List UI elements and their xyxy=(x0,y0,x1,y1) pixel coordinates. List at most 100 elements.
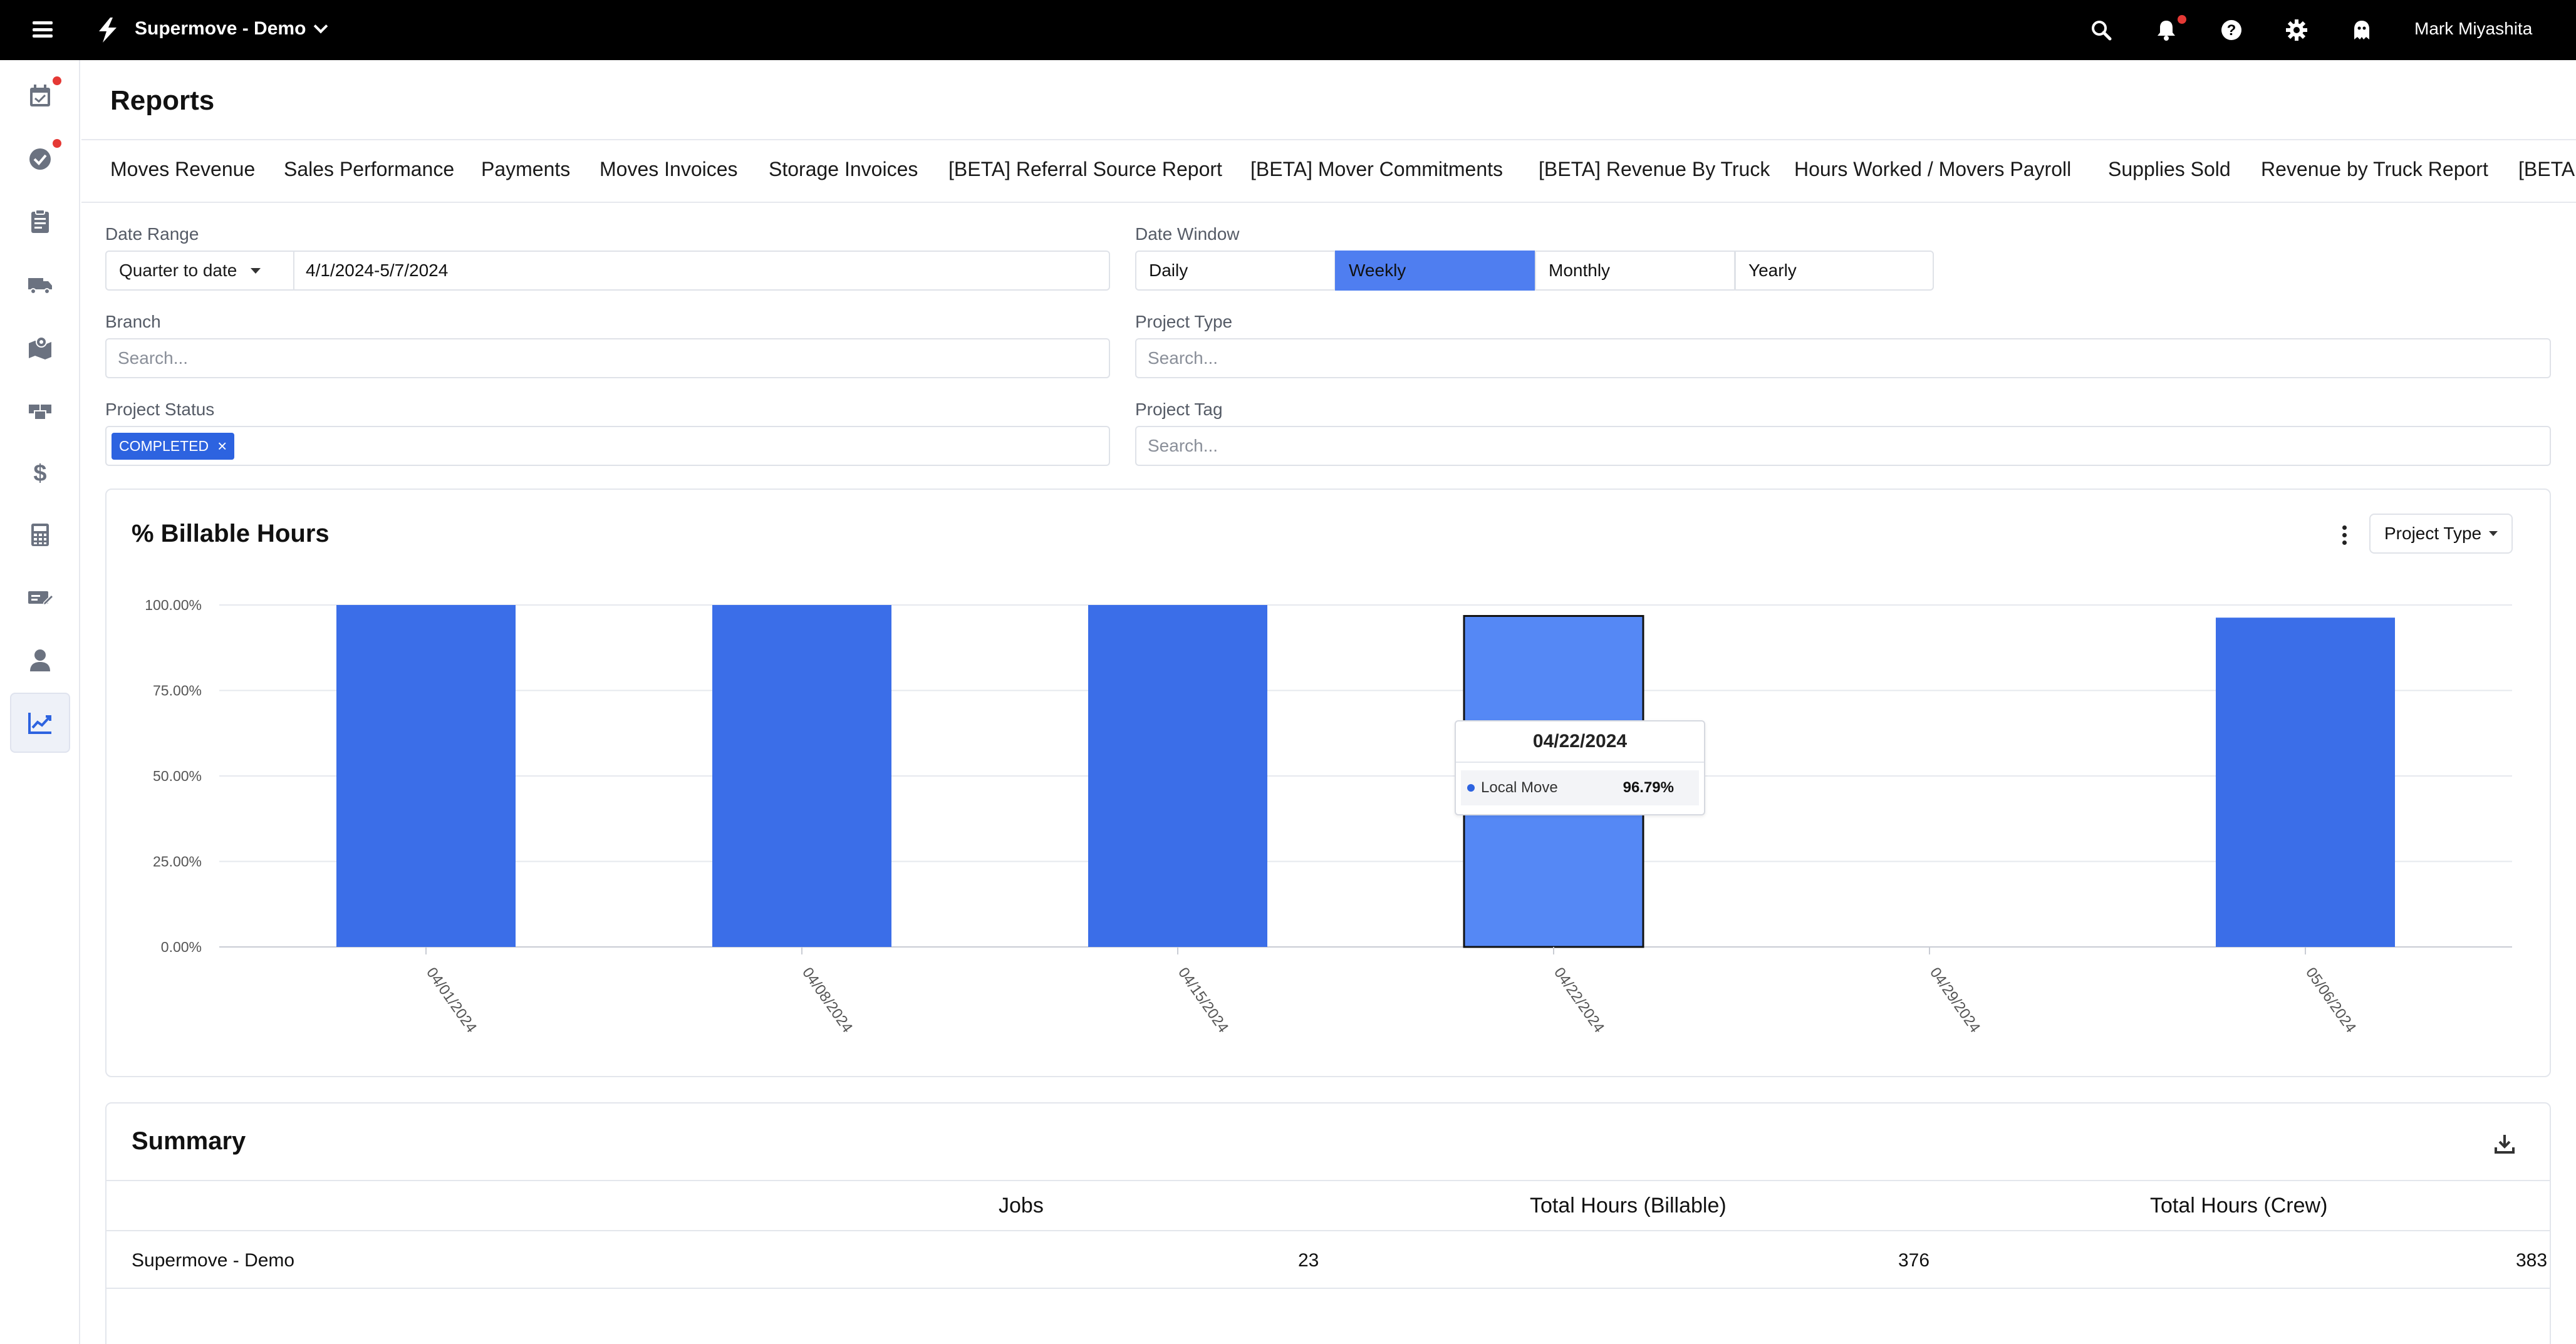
date-window-label: Date Window xyxy=(1135,224,1240,244)
settings-gear-icon[interactable] xyxy=(2284,18,2309,43)
sidebar-item-map[interactable] xyxy=(10,317,70,377)
bar-04/08/2024 xyxy=(712,605,891,947)
x-tick-label: 04/15/2024 xyxy=(1175,964,1232,1036)
more-options-icon[interactable] xyxy=(2332,522,2357,547)
summary-header-divider xyxy=(106,1180,2550,1181)
user-icon xyxy=(30,649,50,671)
ghost-icon[interactable] xyxy=(2349,18,2374,43)
caret-down-icon xyxy=(2489,531,2498,536)
date-range-preset-value: Quarter to date xyxy=(119,261,237,280)
project-tag-search-input[interactable]: Search... xyxy=(1135,426,2551,466)
tab-moves-invoices[interactable]: Moves Invoices xyxy=(600,158,738,180)
tab-sales-performance[interactable]: Sales Performance xyxy=(284,158,455,180)
y-tick-label: 50.00% xyxy=(153,768,202,784)
sidebar-item-reports[interactable] xyxy=(10,693,70,753)
line-chart-icon xyxy=(28,713,51,734)
x-tick-label: 04/01/2024 xyxy=(423,964,480,1036)
boxes-icon xyxy=(29,405,51,420)
calendar-check-icon xyxy=(30,85,50,106)
search-icon[interactable] xyxy=(2089,18,2114,43)
date-window-daily[interactable]: Daily xyxy=(1135,251,1336,291)
sidebar-item-claims[interactable] xyxy=(10,567,70,628)
tab-moves-revenue[interactable]: Moves Revenue xyxy=(110,158,256,180)
project-status-input[interactable]: COMPLETED × xyxy=(105,426,1110,466)
sidebar-item-billing[interactable]: $ xyxy=(10,442,70,502)
ticket-edit-icon xyxy=(28,591,54,606)
date-range-preset-select[interactable]: Quarter to date xyxy=(105,251,294,291)
tooltip-series-name: Local Move xyxy=(1481,779,1558,796)
caret-down-icon xyxy=(251,267,261,274)
calendar-badge xyxy=(53,76,61,85)
summary-row-bottom-divider xyxy=(106,1288,2550,1289)
sidebar: $ xyxy=(0,60,80,1344)
tooltip-value: 96.79% xyxy=(1623,779,1674,796)
project-type-search-input[interactable]: Search... xyxy=(1135,338,2551,378)
branch-label: Branch xyxy=(105,312,161,331)
page-header: Reports xyxy=(81,60,2576,140)
date-range-input[interactable]: 4/1/2024-5/7/2024 xyxy=(293,251,1110,291)
sidebar-item-users[interactable] xyxy=(10,630,70,690)
tab-referral-source-report[interactable]: [BETA] Referral Source Report xyxy=(948,158,1222,180)
x-tick-label: 04/22/2024 xyxy=(1550,964,1607,1036)
svg-text:$: $ xyxy=(33,460,46,486)
y-tick-label: 75.00% xyxy=(153,683,202,699)
bar-04/01/2024 xyxy=(336,605,516,947)
check-circle-icon xyxy=(29,148,51,170)
tab-supplies-sold[interactable]: Supplies Sold xyxy=(2108,158,2231,180)
supermove-logo xyxy=(99,18,117,43)
organization-switcher[interactable]: Supermove - Demo xyxy=(135,18,328,39)
chart-title: % Billable Hours xyxy=(132,520,330,547)
project-tag-label: Project Tag xyxy=(1135,400,1223,419)
tab-storage-invoices[interactable]: Storage Invoices xyxy=(769,158,918,180)
date-window-weekly[interactable]: Weekly xyxy=(1335,251,1535,291)
download-icon[interactable] xyxy=(2492,1131,2517,1156)
group-by-label: Project Type xyxy=(2384,524,2482,543)
tab-mover-commitments[interactable]: [BETA] Mover Commitments xyxy=(1250,158,1504,180)
group-by-project-type-button[interactable]: Project Type xyxy=(2369,514,2513,554)
page-title: Reports xyxy=(110,85,215,116)
status-chip-label: COMPLETED xyxy=(119,437,209,454)
date-window-yearly[interactable]: Yearly xyxy=(1735,251,1934,291)
tab-hours-worked-movers-payroll[interactable]: Hours Worked / Movers Payroll xyxy=(1794,158,2072,180)
hamburger-menu-icon[interactable] xyxy=(33,21,53,38)
tooltip-row: Local Move 96.79% xyxy=(1461,770,1699,805)
tab-payments[interactable]: Payments xyxy=(481,158,571,180)
x-tick-label: 05/06/2024 xyxy=(2302,964,2359,1036)
y-tick-label: 100.00% xyxy=(145,597,202,613)
tooltip-series-dot xyxy=(1467,784,1475,792)
tab-revenue-by-truck-beta[interactable]: [BETA] Revenue By Truck xyxy=(1539,158,1770,180)
date-window-monthly[interactable]: Monthly xyxy=(1535,251,1735,291)
sidebar-item-clipboard[interactable] xyxy=(10,192,70,252)
sidebar-item-calendar[interactable] xyxy=(10,66,70,127)
chart-tooltip: 04/22/2024 Local Move 96.79% xyxy=(1455,720,1705,815)
branch-search-input[interactable]: Search... xyxy=(105,338,1110,378)
calculator-icon xyxy=(31,524,49,546)
bar-04/15/2024 xyxy=(1088,605,1267,947)
remove-chip-icon[interactable]: × xyxy=(217,436,227,455)
sidebar-item-dispatch[interactable] xyxy=(10,254,70,314)
top-bar: Supermove - Demo ? Mark Miyashita xyxy=(0,0,2576,60)
bar-05/06/2024 xyxy=(2216,618,2395,947)
date-range-label: Date Range xyxy=(105,224,199,244)
x-tick-label: 04/08/2024 xyxy=(799,964,856,1036)
summary-row-name: Supermove - Demo xyxy=(132,1250,295,1271)
clipboard-icon xyxy=(31,209,49,233)
sidebar-item-storage[interactable] xyxy=(10,380,70,440)
column-header-total-hours-crew: Total Hours (Crew) xyxy=(2150,1194,2328,1217)
dollar-icon: $ xyxy=(33,460,46,486)
x-tick-label: 04/29/2024 xyxy=(1926,964,1983,1036)
notifications-bell-icon[interactable] xyxy=(2154,18,2179,43)
notification-badge xyxy=(2178,15,2186,24)
sidebar-item-calculator[interactable] xyxy=(10,505,70,565)
project-type-label: Project Type xyxy=(1135,312,1233,331)
user-name[interactable]: Mark Miyashita xyxy=(2414,19,2533,38)
tooltip-date: 04/22/2024 xyxy=(1456,721,1704,763)
sidebar-item-tasks[interactable] xyxy=(10,129,70,189)
summary-row-jobs: 23 xyxy=(1298,1250,1319,1271)
help-icon[interactable]: ? xyxy=(2219,18,2244,43)
tab-revenue-by-truck-report[interactable]: Revenue by Truck Report xyxy=(2261,158,2488,180)
report-tabs: Moves Revenue Sales Performance Payments… xyxy=(81,140,2576,203)
tab-overflow[interactable]: [BETA xyxy=(2518,158,2575,180)
project-status-label: Project Status xyxy=(105,400,215,419)
